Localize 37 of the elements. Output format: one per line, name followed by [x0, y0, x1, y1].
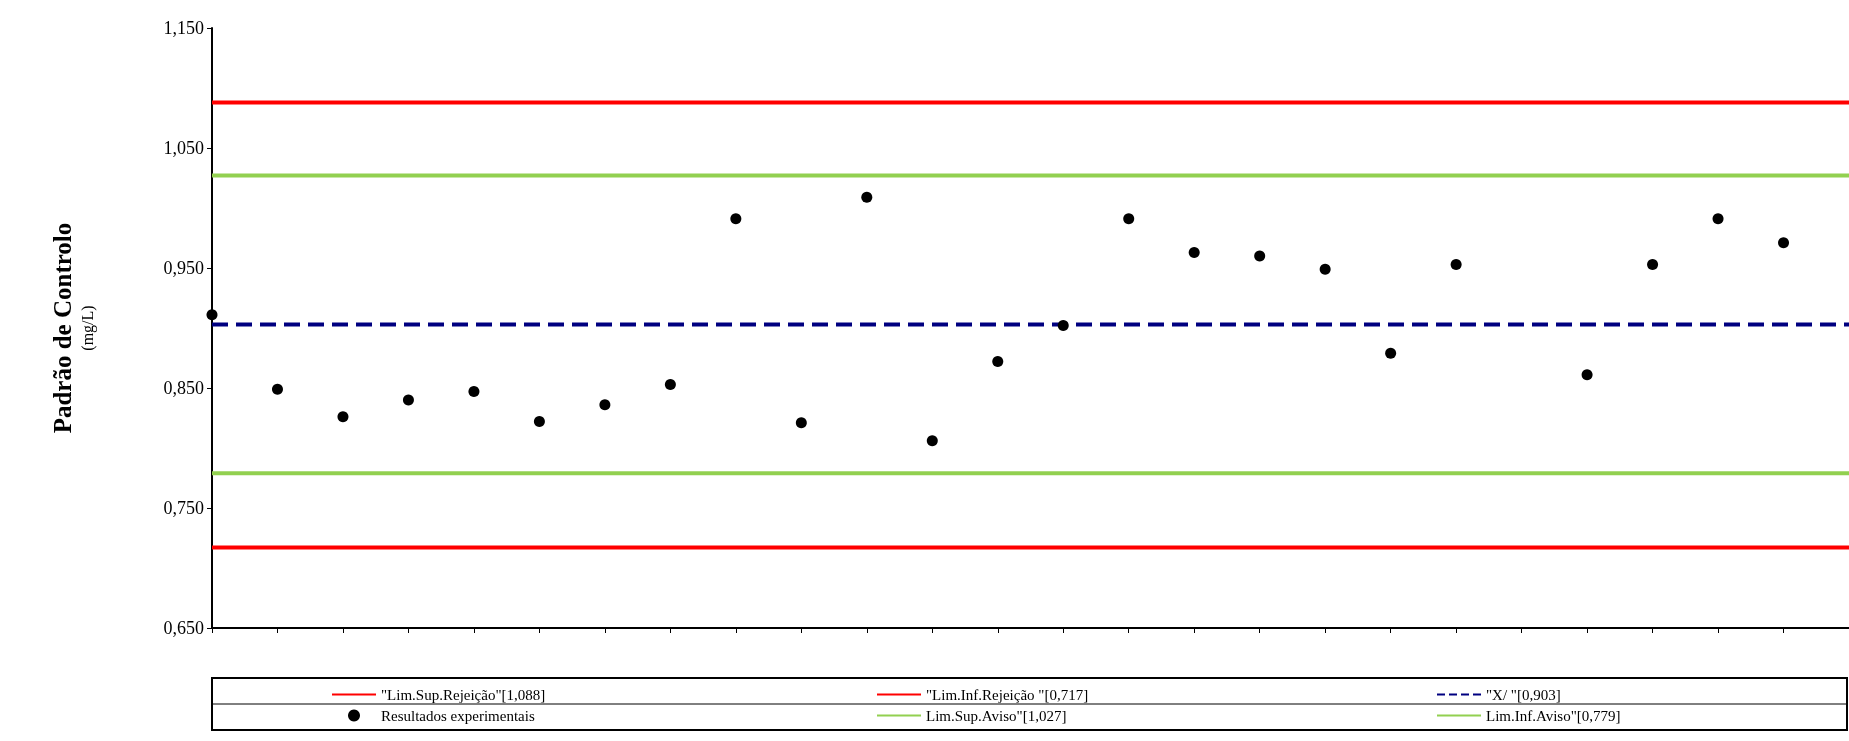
point	[795, 417, 807, 429]
y-axis-title: Padrão de Controlo (mg/L)	[48, 222, 97, 434]
legend-label: "Lim.Sup.Rejeição"[1,088]	[381, 686, 546, 703]
point	[599, 399, 611, 411]
point	[1778, 237, 1790, 249]
point	[1581, 369, 1593, 381]
y-tick-label: 1,050	[163, 138, 204, 158]
point	[992, 356, 1004, 368]
legend-label: Lim.Sup.Aviso"[1,027]	[926, 707, 1067, 724]
point	[337, 411, 349, 423]
point	[1385, 347, 1397, 359]
point	[1188, 246, 1200, 258]
y-tick-label: 0,850	[163, 378, 204, 398]
point	[533, 416, 545, 428]
point	[1057, 320, 1069, 332]
point	[402, 394, 414, 406]
point	[271, 383, 283, 395]
legend-label: Resultados experimentais	[381, 707, 535, 724]
point	[1450, 258, 1462, 270]
point	[1254, 250, 1266, 262]
legend-label: "Lim.Inf.Rejeição "[0,717]	[926, 686, 1089, 703]
y-tick-label: 0,950	[163, 258, 204, 278]
legend-label: "X/ "[0,903]	[1486, 686, 1561, 703]
y-tick-label: 0,750	[163, 498, 204, 518]
point	[1123, 213, 1135, 225]
point	[1712, 213, 1724, 225]
legend-label: Lim.Inf.Aviso"[0,779]	[1486, 707, 1621, 724]
point	[926, 435, 938, 447]
point	[730, 213, 742, 225]
point	[861, 191, 873, 203]
point	[1319, 263, 1331, 275]
point	[664, 378, 676, 390]
y-tick-label: 0,650	[163, 618, 204, 638]
y-tick-label: 1,150	[163, 18, 204, 38]
point	[468, 386, 480, 398]
point	[1647, 258, 1659, 270]
point	[206, 309, 218, 321]
